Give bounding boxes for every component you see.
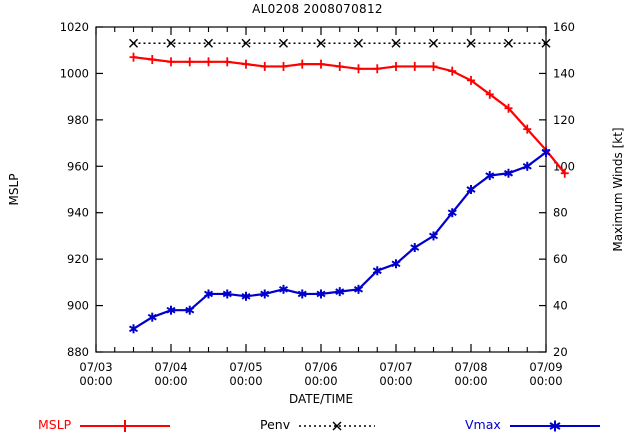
marker-cross — [316, 38, 326, 48]
x-tick-label-time: 00:00 — [529, 374, 562, 388]
marker-star — [410, 244, 420, 251]
legend-label-vmax: Vmax — [465, 417, 501, 433]
y-tick-label-left: 980 — [67, 113, 89, 127]
y-tick-label-right: 100 — [553, 159, 575, 173]
marker-star — [278, 285, 289, 293]
y-tick-label-right: 40 — [553, 299, 568, 313]
y-tick-label-right: 160 — [553, 20, 575, 34]
marker-cross — [279, 38, 288, 48]
y-tick-label-right: 140 — [553, 66, 575, 80]
y-tick-label-left: 1000 — [60, 66, 89, 80]
marker-star — [185, 306, 195, 314]
x-tick-label-date: 07/09 — [529, 360, 562, 374]
y-tick-label-right: 20 — [553, 345, 568, 359]
marker-star — [353, 285, 364, 293]
marker-star — [503, 169, 514, 177]
marker-star — [541, 149, 551, 156]
x-tick-label-date: 07/07 — [379, 360, 412, 374]
marker-star — [316, 290, 326, 298]
marker-star — [241, 292, 251, 300]
marker-cross — [466, 38, 476, 48]
legend-label-mslp: MSLP — [38, 417, 72, 433]
x-tick-label-time: 00:00 — [79, 374, 112, 388]
marker-star — [372, 267, 382, 275]
series-line-vmax — [132, 151, 547, 330]
x-tick-label-time: 00:00 — [454, 374, 487, 388]
legend-label-penv: Penv — [260, 417, 291, 433]
x-tick-label-date: 07/05 — [229, 360, 262, 374]
marker-star — [260, 290, 270, 298]
legend-swatch-vmax — [509, 420, 600, 431]
marker-star — [428, 232, 439, 240]
plot-frame — [95, 26, 547, 353]
marker-cross — [354, 38, 363, 48]
legend-item-vmax: Vmax — [465, 414, 603, 437]
marker-cross — [129, 38, 138, 48]
marker-cross — [166, 38, 176, 48]
marker-star — [466, 186, 476, 193]
x-tick-label-time: 00:00 — [379, 374, 412, 388]
legend-item-penv: Penv — [260, 414, 377, 437]
marker-cross — [241, 38, 251, 48]
x-tick-label-date: 07/03 — [79, 360, 112, 374]
legend-swatch-mslp — [80, 419, 171, 432]
marker-cross — [429, 38, 438, 48]
marker-star — [147, 313, 157, 321]
marker-star — [203, 290, 214, 298]
x-axis-title: DATE/TIME — [289, 392, 353, 406]
x-tick-label-time: 00:00 — [229, 374, 262, 388]
y-axis-title-left: MSLP — [7, 174, 21, 206]
marker-star — [485, 172, 495, 179]
legend-swatch-penv — [299, 421, 376, 430]
y-tick-label-left: 960 — [67, 159, 89, 173]
x-tick-label-date: 07/04 — [154, 360, 187, 374]
marker-star — [166, 306, 176, 314]
marker-cross — [391, 38, 401, 48]
x-tick-label-date: 07/06 — [304, 360, 337, 374]
legend-item-mslp: MSLP — [38, 414, 173, 437]
y-tick-label-right: 120 — [553, 113, 575, 127]
marker-star — [391, 260, 401, 268]
marker-cross — [541, 38, 551, 48]
x-tick-label-time: 00:00 — [154, 374, 187, 388]
marker-star — [522, 162, 532, 170]
y-tick-label-left: 880 — [67, 345, 89, 359]
chart-legend: MSLP Penv Vmax — [0, 414, 635, 437]
marker-star — [297, 290, 307, 298]
y-tick-label-right: 80 — [553, 206, 568, 220]
y-tick-label-left: 920 — [67, 252, 89, 266]
marker-star — [335, 288, 345, 295]
series-line-mslp — [133, 56, 566, 174]
series-vmax — [128, 147, 551, 334]
y-tick-label-left: 940 — [67, 206, 89, 220]
series-mslp — [129, 52, 569, 178]
x-tick-label-date: 07/08 — [454, 360, 487, 374]
marker-cross — [504, 38, 513, 48]
y-tick-label-right: 60 — [553, 252, 568, 266]
marker-star — [128, 325, 139, 333]
marker-cross — [204, 38, 213, 48]
marker-star — [447, 209, 457, 217]
y-axis-title-right: Maximum Winds [kt] — [611, 127, 625, 251]
y-tick-label-left: 1020 — [60, 20, 89, 34]
chart-title: AL0208 2008070812 — [252, 2, 383, 16]
series-penv — [129, 38, 551, 48]
x-tick-label-time: 00:00 — [304, 374, 337, 388]
y-tick-label-left: 900 — [67, 299, 89, 313]
marker-star — [222, 290, 232, 298]
